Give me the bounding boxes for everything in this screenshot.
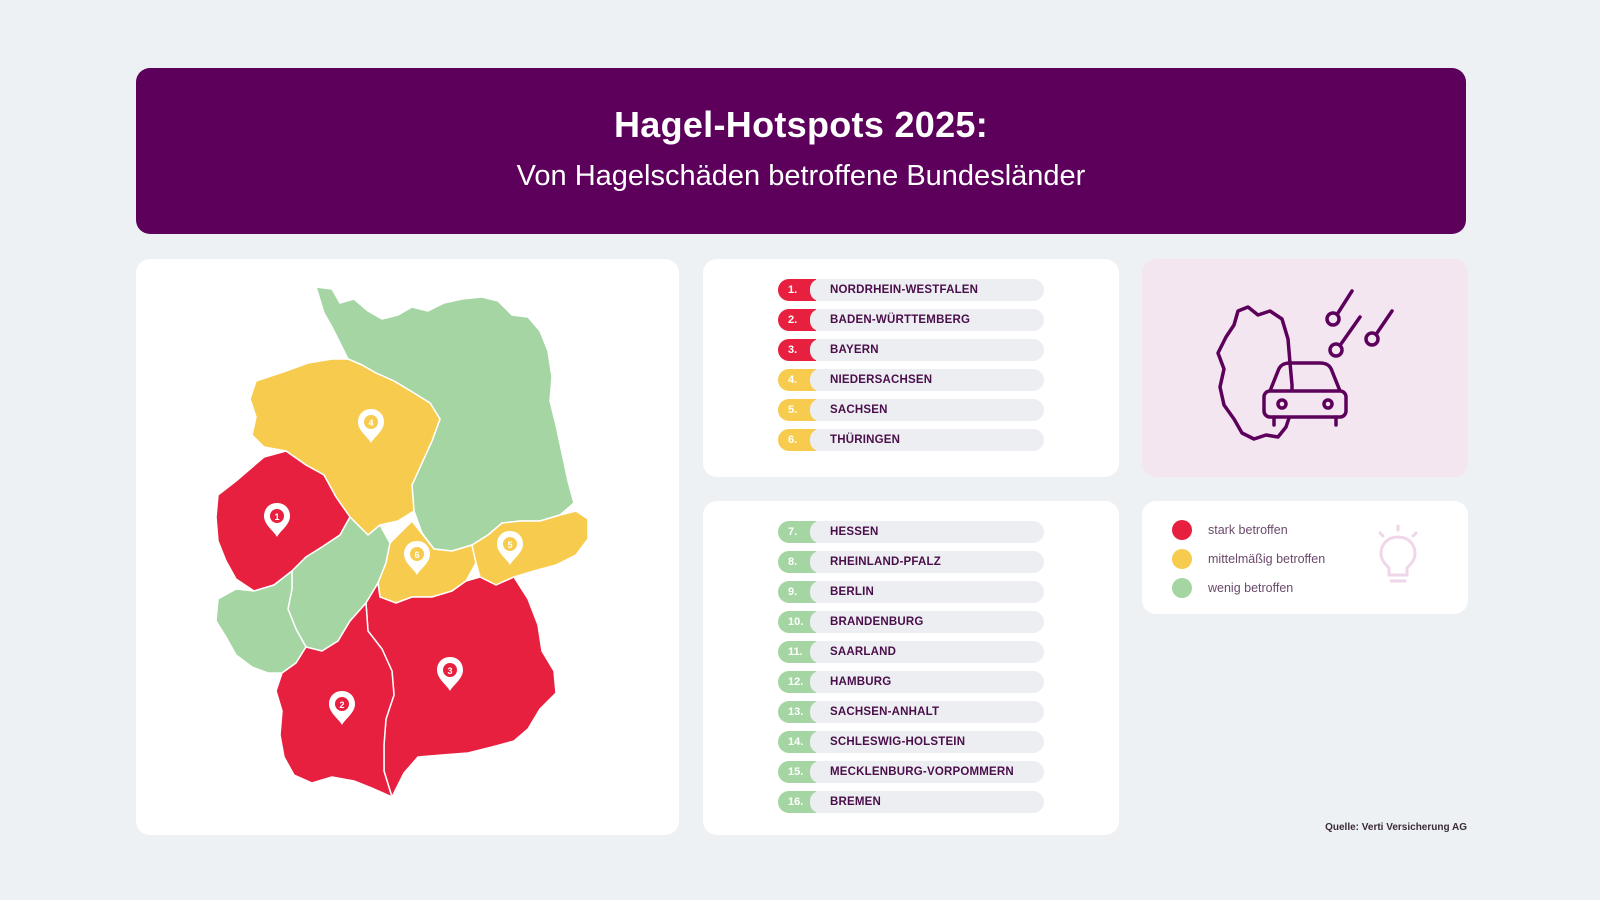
page-subtitle: Von Hagelschäden betroffene Bundesländer (516, 160, 1086, 192)
ranking-row: 6. THÜRINGEN (778, 429, 1044, 451)
map-marker-label: 1 (274, 512, 279, 522)
map-region-bayern (365, 576, 557, 798)
ranking-number: 9. (778, 581, 820, 603)
germany-map: 1 2 3 4 5 (215, 286, 589, 798)
ranking-state-name: RHEINLAND-PFALZ (830, 556, 941, 568)
map-marker-1[interactable]: 1 (264, 503, 290, 537)
ranking-number: 6. (778, 429, 820, 451)
ranking-row: 4. NIEDERSACHSEN (778, 369, 1044, 391)
ranking-number: 11. (778, 641, 820, 663)
ranking-number: 10. (778, 611, 820, 633)
legend-card: stark betroffen mittelmäßig betroffen weni… (1142, 501, 1468, 614)
ranking-row: 1. NORDRHEIN-WESTFALEN (778, 279, 1044, 301)
source-note: Quelle: Verti Versicherung AG (1325, 822, 1467, 833)
ranking-row: 16. BREMEN (778, 791, 1044, 813)
ranking-card-top: 1. NORDRHEIN-WESTFALEN 2. BADEN-WÜRTTEMBERG… (703, 259, 1119, 477)
ranking-state-name: BADEN-WÜRTTEMBERG (830, 314, 971, 326)
map-marker-6[interactable]: 6 (404, 541, 430, 575)
ranking-state-name: SCHLESWIG-HOLSTEIN (830, 736, 966, 748)
legend-label: stark betroffen (1208, 523, 1288, 537)
ranking-row: 2. BADEN-WÜRTTEMBERG (778, 309, 1044, 331)
map-marker-label: 3 (447, 666, 452, 676)
ranking-state-name: HAMBURG (830, 676, 892, 688)
map-marker-label: 6 (414, 550, 419, 560)
ranking-number: 8. (778, 551, 820, 573)
ranking-number: 12. (778, 671, 820, 693)
legend-swatch (1172, 549, 1192, 569)
ranking-row: 7. HESSEN (778, 521, 1044, 543)
ranking-state-name: MECKLENBURG-VORPOMMERN (830, 766, 1014, 778)
ranking-number: 16. (778, 791, 820, 813)
ranking-row: 15. MECKLENBURG-VORPOMMERN (778, 761, 1044, 783)
page-title: Hagel-Hotspots 2025: (613, 104, 989, 145)
map-marker-4[interactable]: 4 (358, 409, 384, 443)
ranking-row: 14. SCHLESWIG-HOLSTEIN (778, 731, 1044, 753)
ranking-row: 5. SACHSEN (778, 399, 1044, 421)
map-marker-5[interactable]: 5 (497, 531, 523, 565)
ranking-state-name: HESSEN (830, 526, 879, 538)
ranking-row: 12. HAMBURG (778, 671, 1044, 693)
ranking-state-name: BRANDENBURG (830, 616, 924, 628)
ranking-state-name: NIEDERSACHSEN (830, 374, 933, 386)
map-marker-label: 5 (507, 540, 512, 550)
header-banner: Hagel-Hotspots 2025: Von Hagelschäden be… (136, 68, 1466, 234)
lightbulb-icon (1378, 524, 1418, 583)
ranking-row: 3. BAYERN (778, 339, 1044, 361)
germany-car-hail-icon (1216, 289, 1394, 441)
ranking-row: 13. SACHSEN-ANHALT (778, 701, 1044, 723)
ranking-card-bottom: 7. HESSEN 8. RHEINLAND-PFALZ 9. BERLIN 10. BRAN… (703, 501, 1119, 835)
legend-swatch (1172, 578, 1192, 598)
map-card: 1 2 3 4 5 (136, 259, 679, 835)
ranking-number: 13. (778, 701, 820, 723)
legend-label: wenig betroffen (1208, 581, 1294, 595)
ranking-row: 11. SAARLAND (778, 641, 1044, 663)
ranking-row: 9. BERLIN (778, 581, 1044, 603)
ranking-list-top: 1. NORDRHEIN-WESTFALEN 2. BADEN-WÜRTTEMBERG… (778, 279, 1044, 459)
ranking-list-bottom: 7. HESSEN 8. RHEINLAND-PFALZ 9. BERLIN 10. BRAN… (778, 521, 1044, 821)
map-marker-label: 4 (368, 418, 373, 428)
ranking-state-name: BAYERN (830, 344, 879, 356)
ranking-state-name: BERLIN (830, 586, 875, 598)
ranking-number: 3. (778, 339, 820, 361)
map-markers: 1 2 3 4 5 (264, 409, 523, 725)
ranking-number: 14. (778, 731, 820, 753)
map-region-niedersachsen (249, 358, 441, 536)
ranking-state-name: SACHSEN-ANHALT (830, 706, 940, 718)
ranking-state-name: SAARLAND (830, 646, 897, 658)
ranking-number: 4. (778, 369, 820, 391)
ranking-state-name: THÜRINGEN (830, 434, 901, 446)
ranking-number: 2. (778, 309, 820, 331)
map-marker-3[interactable]: 3 (437, 657, 463, 691)
ranking-state-name: SACHSEN (830, 404, 888, 416)
ranking-state-name: NORDRHEIN-WESTFALEN (830, 284, 979, 296)
map-marker-label: 2 (339, 700, 344, 710)
ranking-number: 15. (778, 761, 820, 783)
legend-label: mittelmäßig betroffen (1208, 552, 1326, 566)
ranking-number: 7. (778, 521, 820, 543)
legend-swatch (1172, 520, 1192, 540)
ranking-row: 8. RHEINLAND-PFALZ (778, 551, 1044, 573)
ranking-number: 5. (778, 399, 820, 421)
illustration-card (1142, 259, 1468, 477)
ranking-state-name: BREMEN (830, 796, 882, 808)
ranking-row: 10. BRANDENBURG (778, 611, 1044, 633)
ranking-number: 1. (778, 279, 820, 301)
map-marker-2[interactable]: 2 (329, 691, 355, 725)
